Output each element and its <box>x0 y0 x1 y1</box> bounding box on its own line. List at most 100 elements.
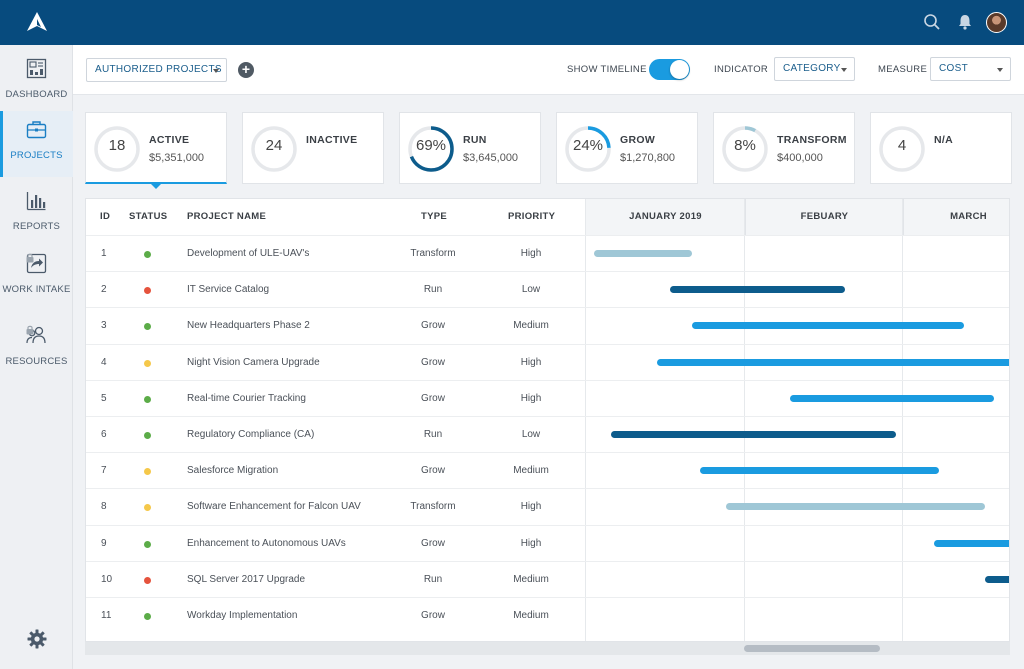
status-dot <box>144 323 151 331</box>
summary-card-transform[interactable]: 8% TRANSFORM $400,000 <box>713 112 855 184</box>
row-id: 10 <box>101 573 113 585</box>
project-name[interactable]: Development of ULE-UAV's <box>187 248 310 259</box>
status-dot <box>144 287 151 295</box>
project-name[interactable]: Workday Implementation <box>187 610 298 621</box>
bell-icon[interactable] <box>955 12 975 32</box>
card-title: ACTIVE <box>149 134 190 146</box>
horizontal-scrollbar[interactable] <box>85 642 1010 655</box>
timeline-divider <box>585 199 586 641</box>
table-row[interactable]: 9 Enhancement to Autonomous UAVs Grow High <box>86 524 1009 561</box>
timeline-bar[interactable] <box>725 503 986 511</box>
project-name[interactable]: Salesforce Migration <box>187 465 279 477</box>
project-name[interactable]: SQL Server 2017 Upgrade <box>187 573 306 585</box>
timeline-bar[interactable] <box>700 467 939 475</box>
table-row[interactable]: 10 SQL Server 2017 Upgrade Run Medium <box>86 560 1009 597</box>
table-row[interactable]: 5 Real-time Courier Tracking Grow High <box>86 379 1009 416</box>
timeline-bar[interactable] <box>985 575 1009 583</box>
project-type: Grow <box>421 610 445 621</box>
row-id: 11 <box>101 610 112 621</box>
card-title: N/A <box>934 134 953 146</box>
search-icon[interactable] <box>922 12 942 32</box>
dashboard-icon <box>26 58 47 79</box>
project-type: Transform <box>410 501 456 513</box>
project-type: Run <box>423 573 443 585</box>
show-timeline-toggle[interactable] <box>649 59 690 80</box>
briefcase-icon <box>26 121 47 139</box>
timeline-bar[interactable] <box>789 394 994 402</box>
column-header-id[interactable]: ID <box>100 211 111 222</box>
view-selector-dropdown[interactable]: AUTHORIZED PROJECTS <box>86 58 227 82</box>
scrollbar-thumb[interactable] <box>744 645 880 652</box>
indicator-value: CATEGORY <box>783 63 841 74</box>
month-gridline <box>902 199 903 641</box>
indicator-label: INDICATOR <box>714 64 769 75</box>
summary-card-n-a[interactable]: 4 N/A <box>870 112 1012 184</box>
table-row[interactable]: 7 Salesforce Migration Grow Medium <box>86 452 1009 488</box>
measure-dropdown[interactable]: COST <box>930 57 1011 81</box>
project-type: Grow <box>421 356 445 368</box>
sidebar: DASHBOARD PROJECTS REPORTS WORK <box>0 45 73 669</box>
timeline-bar[interactable] <box>593 250 692 257</box>
summary-card-inactive[interactable]: 24 INACTIVE <box>242 112 384 184</box>
gear-icon[interactable] <box>27 629 47 649</box>
summary-card-grow[interactable]: 24% GROW $1,270,800 <box>556 112 698 184</box>
card-title: GROW <box>620 134 656 146</box>
project-type: Transform <box>410 248 456 259</box>
sidebar-item-reports[interactable]: REPORTS <box>0 182 73 248</box>
toolbar: AUTHORIZED PROJECTS + SHOW TIMELINE INDI… <box>73 45 1024 95</box>
card-count: 4 <box>897 137 907 154</box>
timeline-bar[interactable] <box>610 431 896 438</box>
summary-card-run[interactable]: 69% RUN $3,645,000 <box>399 112 541 184</box>
column-header-status[interactable]: STATUS <box>129 211 168 222</box>
column-header-type[interactable]: TYPE <box>421 211 448 222</box>
indicator-dropdown[interactable]: CATEGORY <box>774 57 855 81</box>
card-title: INACTIVE <box>306 134 358 146</box>
project-name[interactable]: Software Enhancement for Falcon UAV <box>187 501 361 513</box>
row-id: 8 <box>101 501 107 513</box>
project-name[interactable]: Night Vision Camera Upgrade <box>187 356 320 368</box>
month-march: MARCH <box>903 199 1009 235</box>
sidebar-item-projects[interactable]: PROJECTS <box>0 111 73 177</box>
table-row[interactable]: 11 Workday Implementation Grow Medium <box>86 597 1009 633</box>
status-dot <box>144 432 151 439</box>
project-priority: Medium <box>513 465 549 477</box>
project-name[interactable]: Enhancement to Autonomous UAVs <box>187 537 346 549</box>
column-header-name[interactable]: PROJECT NAME <box>187 211 267 222</box>
timeline-bar[interactable] <box>934 539 1009 547</box>
column-header-priority[interactable]: PRIORITY <box>508 211 556 222</box>
status-dot <box>144 468 151 476</box>
user-avatar[interactable] <box>986 12 1007 33</box>
add-project-button[interactable]: + <box>238 62 254 78</box>
table-row[interactable]: 2 IT Service Catalog Run Low <box>86 271 1009 307</box>
project-priority: Medium <box>513 573 549 585</box>
project-name[interactable]: New Headquarters Phase 2 <box>187 320 310 332</box>
card-value: $3,645,000 <box>463 152 519 164</box>
card-count: 18 <box>108 137 126 154</box>
status-dot <box>144 576 151 584</box>
card-count: 24% <box>572 137 604 154</box>
project-priority: Medium <box>513 610 549 621</box>
progress-ring <box>722 126 768 172</box>
sidebar-item-dashboard[interactable]: DASHBOARD <box>0 50 73 116</box>
summary-card-active[interactable]: 18 ACTIVE $5,351,000 <box>85 112 227 184</box>
table-row[interactable]: 8 Software Enhancement for Falcon UAV Tran… <box>86 488 1009 524</box>
project-priority: High <box>520 537 542 549</box>
project-name[interactable]: Regulatory Compliance (CA) <box>187 429 315 440</box>
card-value: $5,351,000 <box>149 152 205 164</box>
timeline-bar[interactable] <box>657 358 1009 366</box>
timeline-bar[interactable] <box>691 322 965 330</box>
card-count: 24 <box>265 137 283 154</box>
table-row[interactable]: 1 Development of ULE-UAV's Transform High <box>86 235 1009 271</box>
sidebar-item-resources[interactable]: RESOURCES <box>0 317 73 383</box>
table-row[interactable]: 3 New Headquarters Phase 2 Grow Medium <box>86 307 1009 343</box>
project-name[interactable]: IT Service Catalog <box>187 284 270 296</box>
timeline-bar[interactable] <box>670 286 845 294</box>
table-row[interactable]: 4 Night Vision Camera Upgrade Grow High <box>86 343 1009 380</box>
logo-icon[interactable] <box>26 11 48 33</box>
project-type: Run <box>423 284 443 296</box>
project-name[interactable]: Real-time Courier Tracking <box>187 392 306 404</box>
table-row[interactable]: 6 Regulatory Compliance (CA) Run Low <box>86 416 1009 452</box>
project-priority: High <box>520 392 542 404</box>
month-february: FEBUARY <box>745 199 903 235</box>
sidebar-item-work-intake[interactable]: WORK INTAKE <box>0 245 73 311</box>
